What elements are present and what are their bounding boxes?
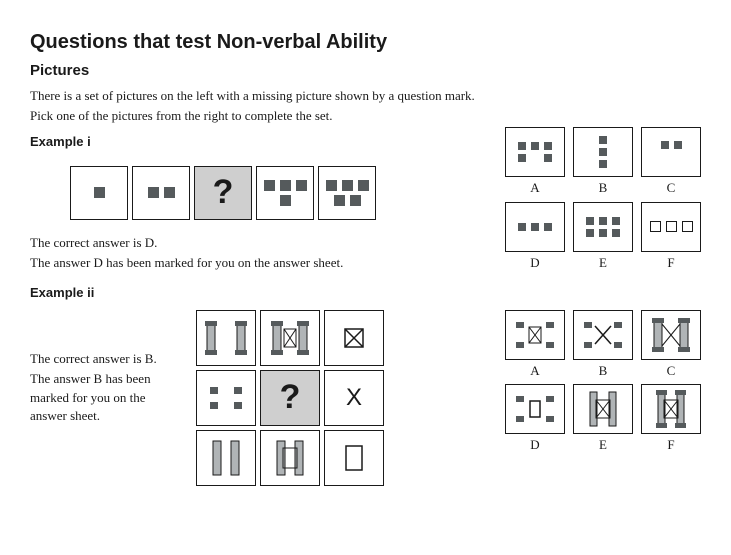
intro-line-2: Pick one of the pictures from the right … (30, 107, 701, 125)
example-2: The correct answer is B. The answer B ha… (30, 308, 701, 486)
option-b[interactable] (573, 310, 633, 360)
example-2-answer-2: The answer B has been marked for you on … (30, 370, 180, 425)
option-e-label: E (599, 254, 607, 272)
option-f-label: F (667, 436, 674, 454)
h-bars-icon (273, 439, 307, 477)
example-2-label: Example ii (30, 284, 701, 302)
option-e[interactable] (573, 384, 633, 434)
grid-2-2-missing: ? (260, 370, 320, 426)
four-dots-icon (206, 383, 246, 413)
option-a[interactable] (505, 310, 565, 360)
seq-box-5 (318, 166, 376, 220)
option-b[interactable] (573, 127, 633, 177)
option-c[interactable] (641, 127, 701, 177)
example-1-sequence: ? (70, 166, 487, 220)
option-d[interactable] (505, 384, 565, 434)
grid-1-1 (196, 310, 256, 366)
option-a-label: A (530, 362, 539, 380)
option-a-label: A (530, 179, 539, 197)
grid-2-1 (196, 370, 256, 426)
example-2-grid: ? X (196, 310, 384, 486)
two-bars-icon (209, 439, 243, 477)
option-c-label: C (667, 179, 676, 197)
seq-box-1 (70, 166, 128, 220)
pattern-bars-icon (205, 321, 247, 355)
option-c-label: C (667, 362, 676, 380)
grid-1-2 (260, 310, 320, 366)
question-mark-icon: ? (213, 169, 234, 217)
seq-box-missing: ? (194, 166, 252, 220)
option-d[interactable] (505, 202, 565, 252)
option-c[interactable] (641, 310, 701, 360)
option-e[interactable] (573, 202, 633, 252)
pattern-x-bars-icon (269, 321, 311, 355)
example-1-answer-1: The correct answer is D. (30, 234, 487, 252)
rect-outline-icon (345, 445, 363, 471)
option-f-label: F (667, 254, 674, 272)
grid-3-1 (196, 430, 256, 486)
grid-3-2 (260, 430, 320, 486)
option-b-label: B (599, 362, 608, 380)
example-1-label: Example i (30, 133, 487, 151)
example-1-options: A B C D E F (505, 127, 701, 271)
x-thin-icon: X (346, 381, 362, 415)
example-2-options: A B C D E F (505, 310, 701, 454)
intro-line-1: There is a set of pictures on the left w… (30, 87, 701, 105)
filled-square-icon (94, 187, 105, 198)
seq-box-2 (132, 166, 190, 220)
option-a[interactable] (505, 127, 565, 177)
filled-square-icon (148, 187, 159, 198)
grid-1-3 (324, 310, 384, 366)
filled-square-icon (164, 187, 175, 198)
option-e-label: E (599, 436, 607, 454)
option-d-label: D (530, 436, 539, 454)
section-heading: Pictures (30, 60, 701, 81)
example-2-answer-1: The correct answer is B. (30, 350, 180, 368)
example-1-answer-2: The answer D has been marked for you on … (30, 254, 487, 272)
question-mark-icon: ? (280, 374, 301, 422)
option-f[interactable] (641, 202, 701, 252)
seq-box-4 (256, 166, 314, 220)
option-b-label: B (599, 179, 608, 197)
example-1: Example i ? The correct answer is D. The… (30, 127, 701, 274)
page-title: Questions that test Non-verbal Ability (30, 28, 701, 56)
crossed-box-icon (344, 328, 364, 348)
grid-3-3 (324, 430, 384, 486)
grid-2-3: X (324, 370, 384, 426)
option-f[interactable] (641, 384, 701, 434)
option-d-label: D (530, 254, 539, 272)
